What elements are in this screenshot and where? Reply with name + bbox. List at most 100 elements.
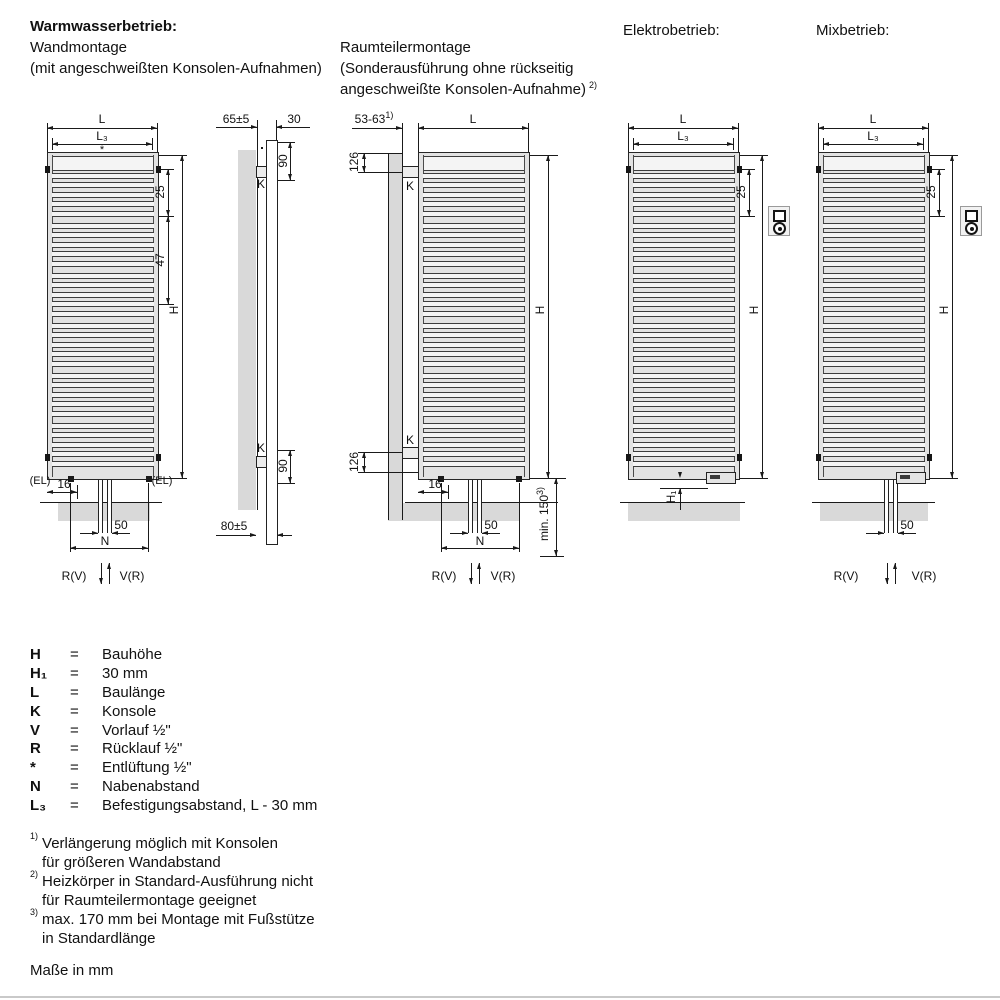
radiator-tube — [823, 210, 925, 217]
radiator-tube — [423, 460, 525, 467]
dim-arrowhead — [179, 155, 184, 161]
footnote-ref-3: 3) — [535, 486, 545, 495]
dim-line — [448, 485, 449, 499]
dim-line — [47, 128, 157, 129]
radiator-tube — [633, 201, 735, 208]
footnotes-block: 1) Verlängerung möglich mit Konsolen für g… — [30, 831, 315, 948]
mounting-bracket — [737, 454, 742, 461]
control-knob — [773, 222, 786, 235]
collector-bar — [52, 156, 154, 171]
dim-arrowhead — [727, 141, 733, 146]
dim-arrowhead — [823, 141, 829, 146]
legend-row: K = Konsole — [30, 702, 157, 720]
connection-pipe — [107, 478, 112, 533]
dim-line — [479, 563, 480, 584]
radiator-tube — [423, 241, 525, 248]
dim-arrowhead — [165, 216, 170, 222]
dim-arrowhead — [545, 155, 550, 161]
radiator-tube — [633, 351, 735, 358]
radiator-tube — [823, 382, 925, 389]
dim-arrowhead — [112, 530, 118, 535]
dim-arrowhead — [146, 141, 152, 146]
legend-row: H = Bauhöhe — [30, 645, 163, 663]
dim-line — [528, 478, 566, 479]
dim-line — [352, 128, 402, 129]
dim-arrowhead — [287, 174, 292, 180]
dim-line — [441, 548, 519, 549]
radiator-tube — [52, 360, 154, 367]
radiator-tube — [423, 282, 525, 289]
mounting-bracket — [816, 166, 821, 173]
radiator-tube — [52, 310, 154, 317]
dim-label-90-top: 90 — [276, 154, 290, 168]
connection-pipe — [468, 478, 473, 533]
raumteiler-line1: Raumteilermontage — [340, 39, 471, 56]
radiator-tube — [423, 351, 525, 358]
dim-arrowhead — [361, 452, 366, 458]
electric-heating-element — [896, 472, 926, 484]
dim-arrowhead — [818, 125, 824, 130]
dim-line — [276, 483, 295, 484]
dim-label-H-rt: H — [533, 305, 547, 315]
return-flow-label-mix: R(V) — [833, 569, 859, 583]
radiator-side-profile — [266, 140, 278, 545]
radiator-tube — [52, 460, 154, 467]
return-flow-label: R(V) — [61, 569, 87, 583]
radiator-tube — [633, 382, 735, 389]
dim-arrowhead — [949, 155, 954, 161]
dim-arrowhead — [396, 125, 402, 130]
dim-arrowhead — [522, 125, 528, 130]
radiator-tube — [633, 291, 735, 298]
dim-line — [895, 563, 896, 584]
radiator-tube — [823, 351, 925, 358]
radiator-tube — [823, 332, 925, 339]
dim-line — [738, 155, 768, 156]
radiator-tube — [52, 260, 154, 267]
connection-pipe — [884, 478, 889, 533]
tube-stack — [823, 173, 925, 474]
dim-line — [157, 155, 187, 156]
dim-label-N: N — [100, 534, 110, 548]
dim-arrowhead — [165, 298, 170, 304]
dim-line — [70, 548, 148, 549]
radiator-tube — [823, 441, 925, 448]
dim-arrowhead — [677, 488, 682, 494]
dim-line — [680, 488, 681, 510]
connection-hub — [438, 476, 444, 482]
radiator-tube — [423, 410, 525, 417]
dim-line — [168, 216, 169, 304]
radiator-tube — [52, 182, 154, 189]
radiator-tube — [633, 282, 735, 289]
radiator-tube — [823, 323, 925, 329]
dim-arrowhead — [892, 563, 897, 569]
mounting-bracket — [156, 454, 161, 461]
dim-line — [277, 535, 292, 536]
radiator-tube — [423, 260, 525, 267]
dim-arrowhead — [251, 124, 257, 129]
dim-line — [528, 155, 558, 156]
dim-line — [402, 123, 403, 153]
dim-line — [77, 485, 78, 499]
dim-line — [157, 478, 187, 479]
console-label-top-rt: K — [405, 179, 415, 193]
radiator-tube — [823, 301, 925, 308]
dim-line — [450, 533, 468, 534]
dim-label-L-rt: L — [469, 112, 477, 126]
radiator-tube — [823, 460, 925, 467]
footnote-1: 1) Verlängerung möglich mit Konsolen für g… — [30, 831, 278, 872]
radiator-tube — [823, 173, 925, 179]
dim-label-L-mix: L — [869, 112, 877, 126]
radiator-tube — [633, 173, 735, 179]
dim-line — [266, 180, 295, 181]
return-flow-label-rt: R(V) — [431, 569, 457, 583]
dim-line — [898, 533, 916, 534]
radiator-tube — [423, 223, 525, 229]
dim-line — [733, 216, 755, 217]
dim-arrowhead — [633, 141, 639, 146]
dim-line — [182, 155, 183, 478]
dim-line — [923, 138, 924, 150]
section-raumteiler-header: Raumteilermontage (Sonderausführung ohne… — [340, 37, 597, 100]
dim-line — [276, 127, 310, 128]
dim-line — [620, 502, 745, 503]
radiator-tube — [633, 301, 735, 308]
